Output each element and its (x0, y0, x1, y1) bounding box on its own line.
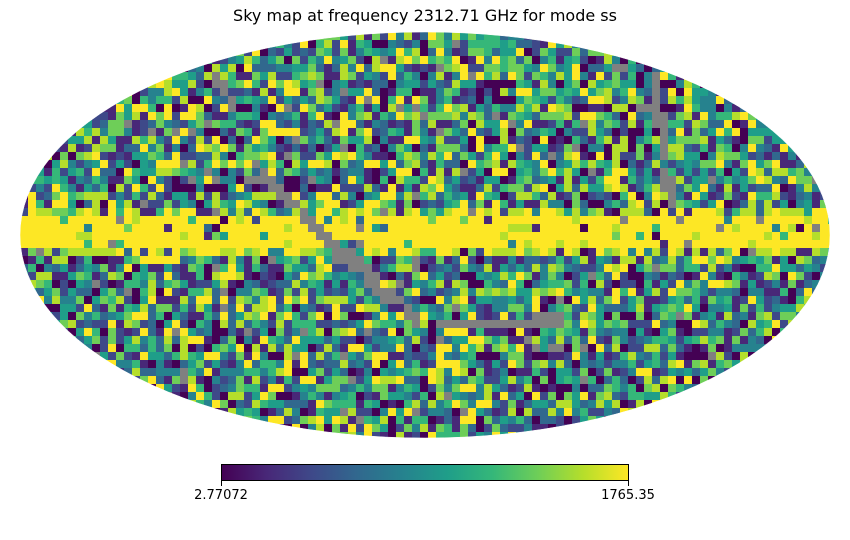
colorbar-max-tick (628, 481, 629, 486)
chart-title: Sky map at frequency 2312.71 GHz for mod… (233, 6, 617, 25)
colorbar-min-tick (221, 481, 222, 486)
sky-map (19, 31, 831, 439)
colorbar-min-label: 2.77072 (194, 488, 248, 503)
colorbar (221, 464, 629, 481)
map-border (19, 31, 831, 439)
colorbar-max-label: 1765.35 (601, 488, 655, 503)
